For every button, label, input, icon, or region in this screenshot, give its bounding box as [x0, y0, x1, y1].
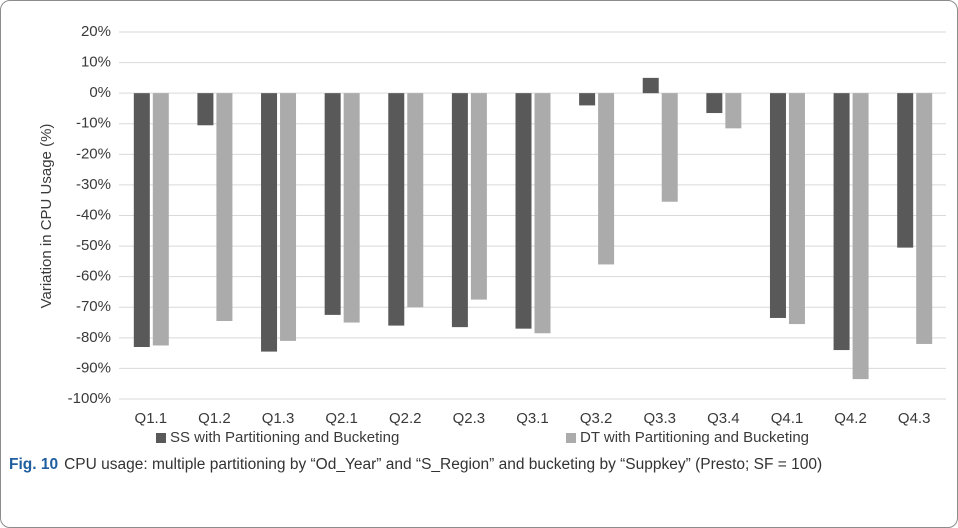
bar — [598, 93, 615, 265]
caption-label: Fig. 10 — [9, 456, 59, 473]
bar — [324, 93, 341, 315]
bar — [216, 93, 233, 322]
bar — [197, 93, 214, 126]
y-tick-label: -80% — [76, 329, 111, 346]
bar — [470, 93, 487, 300]
x-tick-label: Q1.3 — [262, 410, 295, 427]
bar — [515, 93, 532, 329]
bar — [261, 93, 278, 352]
x-tick-label: Q4.1 — [771, 410, 804, 427]
x-tick-label: Q1.2 — [198, 410, 231, 427]
y-tick-label: -40% — [76, 206, 111, 223]
legend-label: DT with Partitioning and Bucketing — [580, 429, 809, 446]
y-tick-label: -30% — [76, 176, 111, 193]
y-tick-label: -70% — [76, 298, 111, 315]
y-tick-label: -10% — [76, 115, 111, 132]
y-tick-label: 20% — [81, 23, 111, 40]
x-tick-label: Q3.1 — [516, 410, 549, 427]
bar — [407, 93, 424, 308]
legend-swatch — [156, 433, 166, 443]
x-tick-label: Q2.2 — [389, 410, 422, 427]
x-tick-label: Q4.3 — [898, 410, 931, 427]
bar — [661, 93, 678, 202]
bar — [343, 93, 360, 323]
x-tick-label: Q3.4 — [707, 410, 740, 427]
bar — [897, 93, 914, 248]
legend-label: SS with Partitioning and Bucketing — [170, 429, 399, 446]
y-tick-label: 0% — [89, 84, 111, 101]
bar — [152, 93, 169, 346]
caption-text: CPU usage: multiple partitioning by “Od_… — [64, 456, 823, 473]
y-tick-label: -100% — [68, 390, 111, 407]
bar — [388, 93, 405, 326]
legend-swatch — [566, 433, 576, 443]
x-tick-label: Q2.3 — [453, 410, 486, 427]
caption: Fig. 10 CPU usage: multiple partitioning … — [9, 453, 944, 477]
y-tick-label: -50% — [76, 237, 111, 254]
x-tick-label: Q2.1 — [325, 410, 358, 427]
y-tick-label: 10% — [81, 54, 111, 71]
bar — [534, 93, 551, 334]
bar — [916, 93, 933, 344]
bar — [852, 93, 869, 380]
x-tick-label: Q4.2 — [834, 410, 867, 427]
y-axis-label: Variation in CPU Usage (%) — [38, 124, 55, 309]
bar — [642, 77, 659, 94]
bar — [769, 93, 786, 318]
bar — [451, 93, 468, 328]
x-tick-label: Q3.3 — [643, 410, 676, 427]
bar — [133, 93, 150, 348]
bar — [706, 93, 723, 114]
y-tick-label: -20% — [76, 145, 111, 162]
y-tick-label: -90% — [76, 359, 111, 376]
bar — [788, 93, 805, 325]
bar — [280, 93, 297, 341]
chart: Variation in CPU Usage (%) -100% -90% -80%… — [38, 23, 946, 446]
bar — [579, 93, 596, 106]
bar — [725, 93, 742, 129]
bar — [833, 93, 850, 351]
y-tick-label: -60% — [76, 268, 111, 285]
x-tick-label: Q1.1 — [135, 410, 168, 427]
x-tick-label: Q3.2 — [580, 410, 613, 427]
